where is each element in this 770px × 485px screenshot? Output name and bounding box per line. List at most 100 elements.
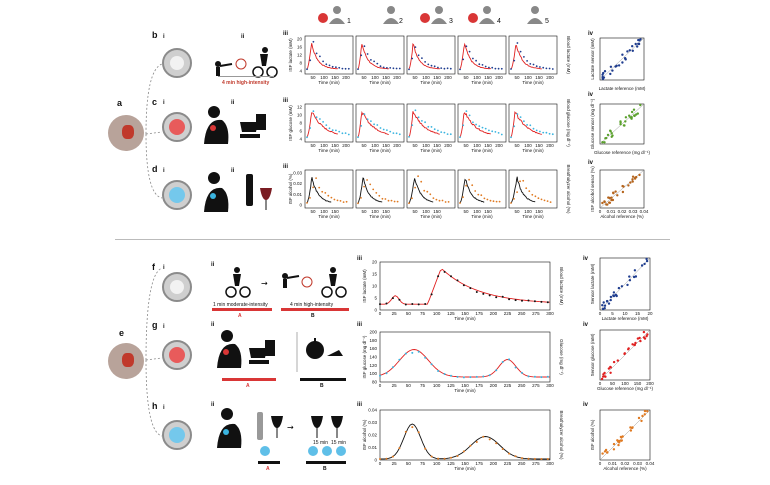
row-h-ref-point [437, 457, 440, 460]
row-g-ref-point [417, 350, 420, 353]
row-b-plot-4-ref-point [468, 50, 471, 53]
row-c-xtick: 150 [535, 143, 543, 148]
row-b-correlation-point [603, 70, 607, 73]
row-c-correlation-point [605, 136, 608, 140]
exercise-protocol-icon: → [225, 267, 347, 298]
row-d-plot-4-ref-point [462, 196, 464, 199]
row-b-plot-4-sensor-line [459, 42, 491, 70]
row-d-plot-4-ref-point [465, 184, 467, 187]
row-h-xtick: 75 [420, 461, 426, 466]
row-d-plot-5-ref-point [525, 187, 528, 190]
row-b-plot-1-sensor-line [306, 43, 338, 70]
row-h-ref-point [488, 438, 491, 441]
row-d-plot-4-ref-point [471, 184, 474, 187]
row-d-plot-3-ref-point [423, 189, 426, 192]
row-b-plot-3-ref-point [449, 67, 452, 70]
row-d-plot-5-ref-point [528, 190, 531, 193]
row-d-correlation-point [614, 190, 617, 193]
row-c-plot-1-ref-point [315, 116, 318, 119]
row-b-plot-2-ref-point [386, 67, 388, 69]
row-b-plot-2-sensor-line [357, 44, 389, 70]
row-h-ref-point [527, 457, 530, 460]
row-b-xtick: 200 [342, 75, 350, 80]
row-c-plot-3-sensor-line [408, 111, 440, 138]
row-b-plot-5-ref-point [535, 65, 538, 68]
row-b-xlabel: Time (min) [318, 80, 340, 85]
row-g-ref-point [450, 374, 452, 377]
section-divider [115, 239, 670, 240]
row-g-ytick: 120 [369, 363, 377, 368]
h-marker-b: B [323, 466, 327, 472]
sublabel-b-i: i [163, 34, 165, 40]
row-c-correlation-point [632, 108, 636, 111]
row-c-plot-4-sensor-line [459, 112, 491, 138]
sublabel-c-i: i [163, 100, 165, 106]
row-c-plot-4-ref-point [475, 123, 477, 126]
row-b-xtick: 200 [444, 75, 452, 80]
row-g-correlation-xtick: 50 [610, 381, 616, 386]
row-g-correlation-point [627, 347, 630, 350]
row-f-ytick: 0 [374, 308, 377, 313]
row-b-plot-3-ref-point [411, 57, 414, 60]
row-c-plot-4-ref-point [497, 132, 500, 134]
person-eating-icon [204, 106, 266, 144]
b-caption: 4 min high-intensity [222, 80, 270, 86]
row-c-plot-5-ref-point [535, 129, 538, 132]
row-h-ref-point [379, 458, 381, 460]
row-d-ytick: 0.02 [293, 181, 302, 186]
row-h-xtick: 200 [490, 461, 498, 466]
row-c-plot-5-ref-point [545, 131, 548, 134]
row-c-xtick: 50 [310, 143, 316, 148]
row-d-ytick: 0.03 [293, 171, 302, 176]
row-f-ytick: 15 [372, 272, 378, 277]
sublabel-b-ii: ii [241, 34, 245, 40]
row-c-plot-2-ref-point [392, 132, 395, 135]
row-b-plot-3-ref-point [446, 67, 449, 70]
row-h-correlation-point [641, 414, 644, 418]
row-c-xtick: 100 [524, 143, 532, 148]
panel-letter-c: c [152, 97, 158, 107]
row-f-left-axis: ISF lactate (mM) [362, 269, 367, 303]
row-b-correlation-point [609, 72, 612, 76]
row-b-plot-5-ref-point [513, 59, 516, 62]
row-f-correlation-point [640, 264, 644, 267]
row-d-correlation-point [638, 173, 641, 177]
subject-1-icon [315, 4, 355, 33]
row-b-xtick: 150 [433, 75, 441, 80]
row-d-plot-1-ref-point [315, 177, 317, 180]
row-g-ref-point [521, 371, 523, 374]
row-d-correlation-xlabel: Alcohol reference (%) [600, 214, 644, 219]
row-h-correlation-point [629, 426, 632, 429]
subject-3-label: 3 [449, 18, 453, 25]
row-b-correlation-xlabel: Lactate reference (mM) [599, 86, 646, 91]
row-h-correlation-xtick: 0.02 [621, 461, 630, 466]
row-b-left-axis: ISF lactate (mM) [288, 38, 293, 72]
g-marker-a: A [246, 383, 250, 389]
row-b-xtick: 100 [320, 75, 328, 80]
row-b-plot-4-ref-point [465, 45, 468, 48]
row-f-xtick: 75 [420, 311, 426, 316]
row-b-plot-2-ref-point [360, 54, 363, 57]
row-c-ytick: 4 [299, 137, 302, 142]
row-g-correlation-point [634, 341, 637, 345]
row-g-ytick: 200 [369, 330, 377, 335]
row-c-ytick: 8 [299, 121, 302, 126]
row-b-correlation-point [634, 42, 637, 46]
row-d-xtick: 100 [524, 209, 532, 214]
row-c-plot-5-ref-point [548, 132, 551, 135]
row-f-ref-point [430, 293, 433, 296]
row-b-right-axis: Blood lactate (mM) [566, 36, 571, 74]
row-d-plot-2-ref-point [390, 199, 393, 202]
row-b-plot-4-ref-point [462, 58, 465, 61]
row-d-plot-3-ref-point [414, 186, 416, 189]
row-g-xtick: 150 [461, 383, 469, 388]
row-g-correlation-point [631, 343, 634, 346]
row-d-correlation-point [610, 196, 613, 199]
row-f-ref-point [404, 303, 407, 306]
row-b-plot-1-ref-point [341, 67, 344, 70]
row-b-plot-2-ref-point [392, 67, 395, 70]
row-d-plot-2-ref-point [366, 179, 368, 181]
row-b-plot-5-ref-point [539, 66, 541, 68]
sensor-patch-h [162, 420, 192, 450]
row-c-plot-5-ref-point [529, 124, 532, 127]
